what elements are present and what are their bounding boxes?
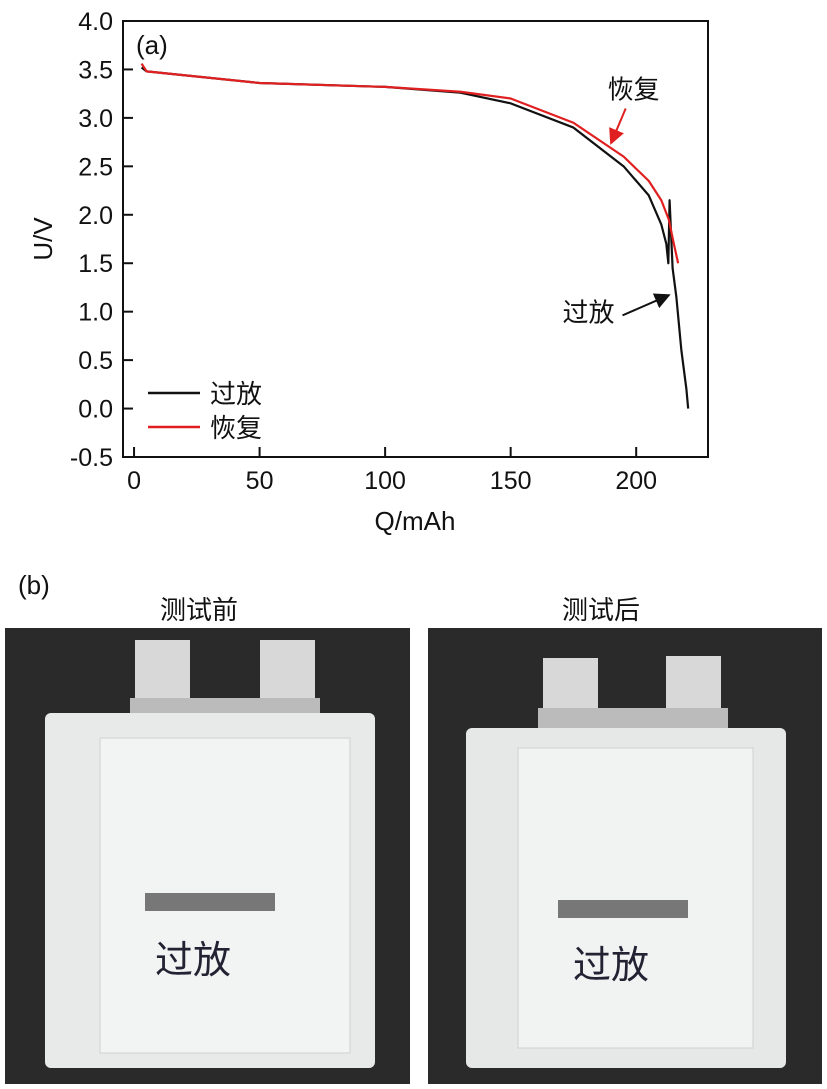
photo-before-test: 过放	[5, 628, 410, 1084]
series-line-overdischarge	[140, 66, 690, 409]
y-tick-label: 2.0	[78, 202, 113, 230]
y-tick-label: 3.0	[78, 105, 113, 133]
y-tick-label: 1.0	[78, 299, 113, 327]
x-tick-label: 0	[127, 467, 141, 495]
x-tick-label: 50	[246, 467, 274, 495]
x-tick-label: 150	[490, 467, 532, 495]
y-tick-label: 0.0	[78, 396, 113, 424]
y-tick-label: 0.5	[78, 347, 113, 375]
annotation-arrow	[622, 293, 671, 317]
y-tick-label: -0.5	[70, 444, 113, 472]
annotation-label: 恢复	[608, 76, 660, 106]
panel-a-label: (a)	[136, 30, 168, 60]
x-axis-label: Q/mAh	[375, 506, 456, 536]
photo-after-test: 过放	[428, 628, 822, 1084]
annotation-label: 过放	[562, 298, 614, 328]
x-tick-label: 200	[615, 467, 657, 495]
y-tick-label: 3.5	[78, 56, 113, 84]
y-tick-label: 1.5	[78, 250, 113, 278]
before-test-caption: 测试前	[160, 596, 239, 626]
after-test-caption: 测试后	[562, 596, 641, 626]
annotation-arrow	[609, 108, 627, 145]
voltage-capacity-chart: -0.5 0.0 0.5 1.0 1.5 2.0 2.5 3.0 3.5 4.0 0 50 100 150…	[28, 8, 709, 536]
y-tick-label: 4.0	[78, 8, 113, 36]
handwriting-label: 过放	[573, 943, 649, 987]
x-tick-label: 100	[364, 467, 406, 495]
plot-frame	[122, 20, 709, 458]
series-line-recovery	[140, 63, 680, 264]
y-tick-label: 2.5	[78, 153, 113, 181]
handwriting-label: 过放	[155, 938, 231, 982]
legend-label: 恢复	[210, 414, 262, 444]
legend-label: 过放	[210, 380, 262, 410]
y-axis-label: U/V	[28, 217, 58, 261]
panel-b-label: (b)	[18, 570, 50, 600]
